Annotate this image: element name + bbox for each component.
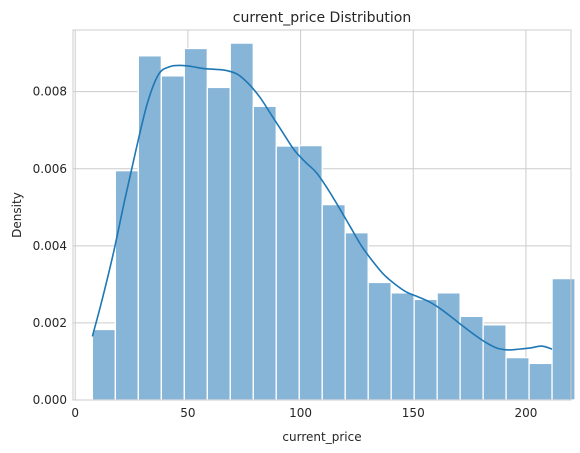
kde-curve-group [91, 64, 553, 351]
y-tick-label: 0.004 [33, 239, 67, 253]
histogram-bar [390, 292, 415, 401]
x-axis-label: current_price [282, 430, 361, 444]
kde-line [91, 64, 553, 351]
x-tick-label: 50 [180, 406, 195, 420]
x-tick-label: 200 [514, 406, 537, 420]
histogram-bar [91, 328, 117, 401]
y-axis-label: Density [10, 192, 24, 238]
histogram-bar [551, 277, 576, 401]
histogram-bar [252, 105, 277, 401]
y-tick-label: 0.000 [33, 393, 67, 407]
y-tick-label: 0.002 [33, 316, 67, 330]
histogram-bar [160, 75, 185, 401]
x-tick-label: 100 [289, 406, 312, 420]
x-tick-labels: 0 50 100 150 200 [71, 406, 537, 420]
histogram-bar [137, 55, 162, 401]
histogram-bar [229, 42, 254, 401]
histogram-bar [413, 298, 438, 401]
plot-frame [72, 29, 572, 401]
chart-title: current_price Distribution [233, 10, 411, 26]
histogram-bar [528, 362, 553, 401]
histogram-bar [482, 324, 507, 401]
histogram-bar [206, 86, 231, 401]
histogram-bar [298, 144, 323, 401]
histogram-bar [367, 281, 392, 401]
y-tick-label: 0.006 [33, 162, 67, 176]
histogram-bars [91, 42, 576, 401]
histogram-bar [275, 145, 300, 401]
x-tick-label: 0 [71, 406, 79, 420]
x-tick-label: 150 [402, 406, 425, 420]
histogram-bar [505, 356, 530, 401]
histogram-bar [321, 203, 346, 401]
histogram-bar [344, 232, 369, 401]
histogram-bar [183, 47, 208, 401]
y-tick-labels: 0.000 0.002 0.004 0.006 0.008 [33, 85, 67, 407]
histogram-bar [459, 315, 484, 401]
histogram-bar [114, 170, 139, 401]
y-tick-label: 0.008 [33, 85, 67, 99]
